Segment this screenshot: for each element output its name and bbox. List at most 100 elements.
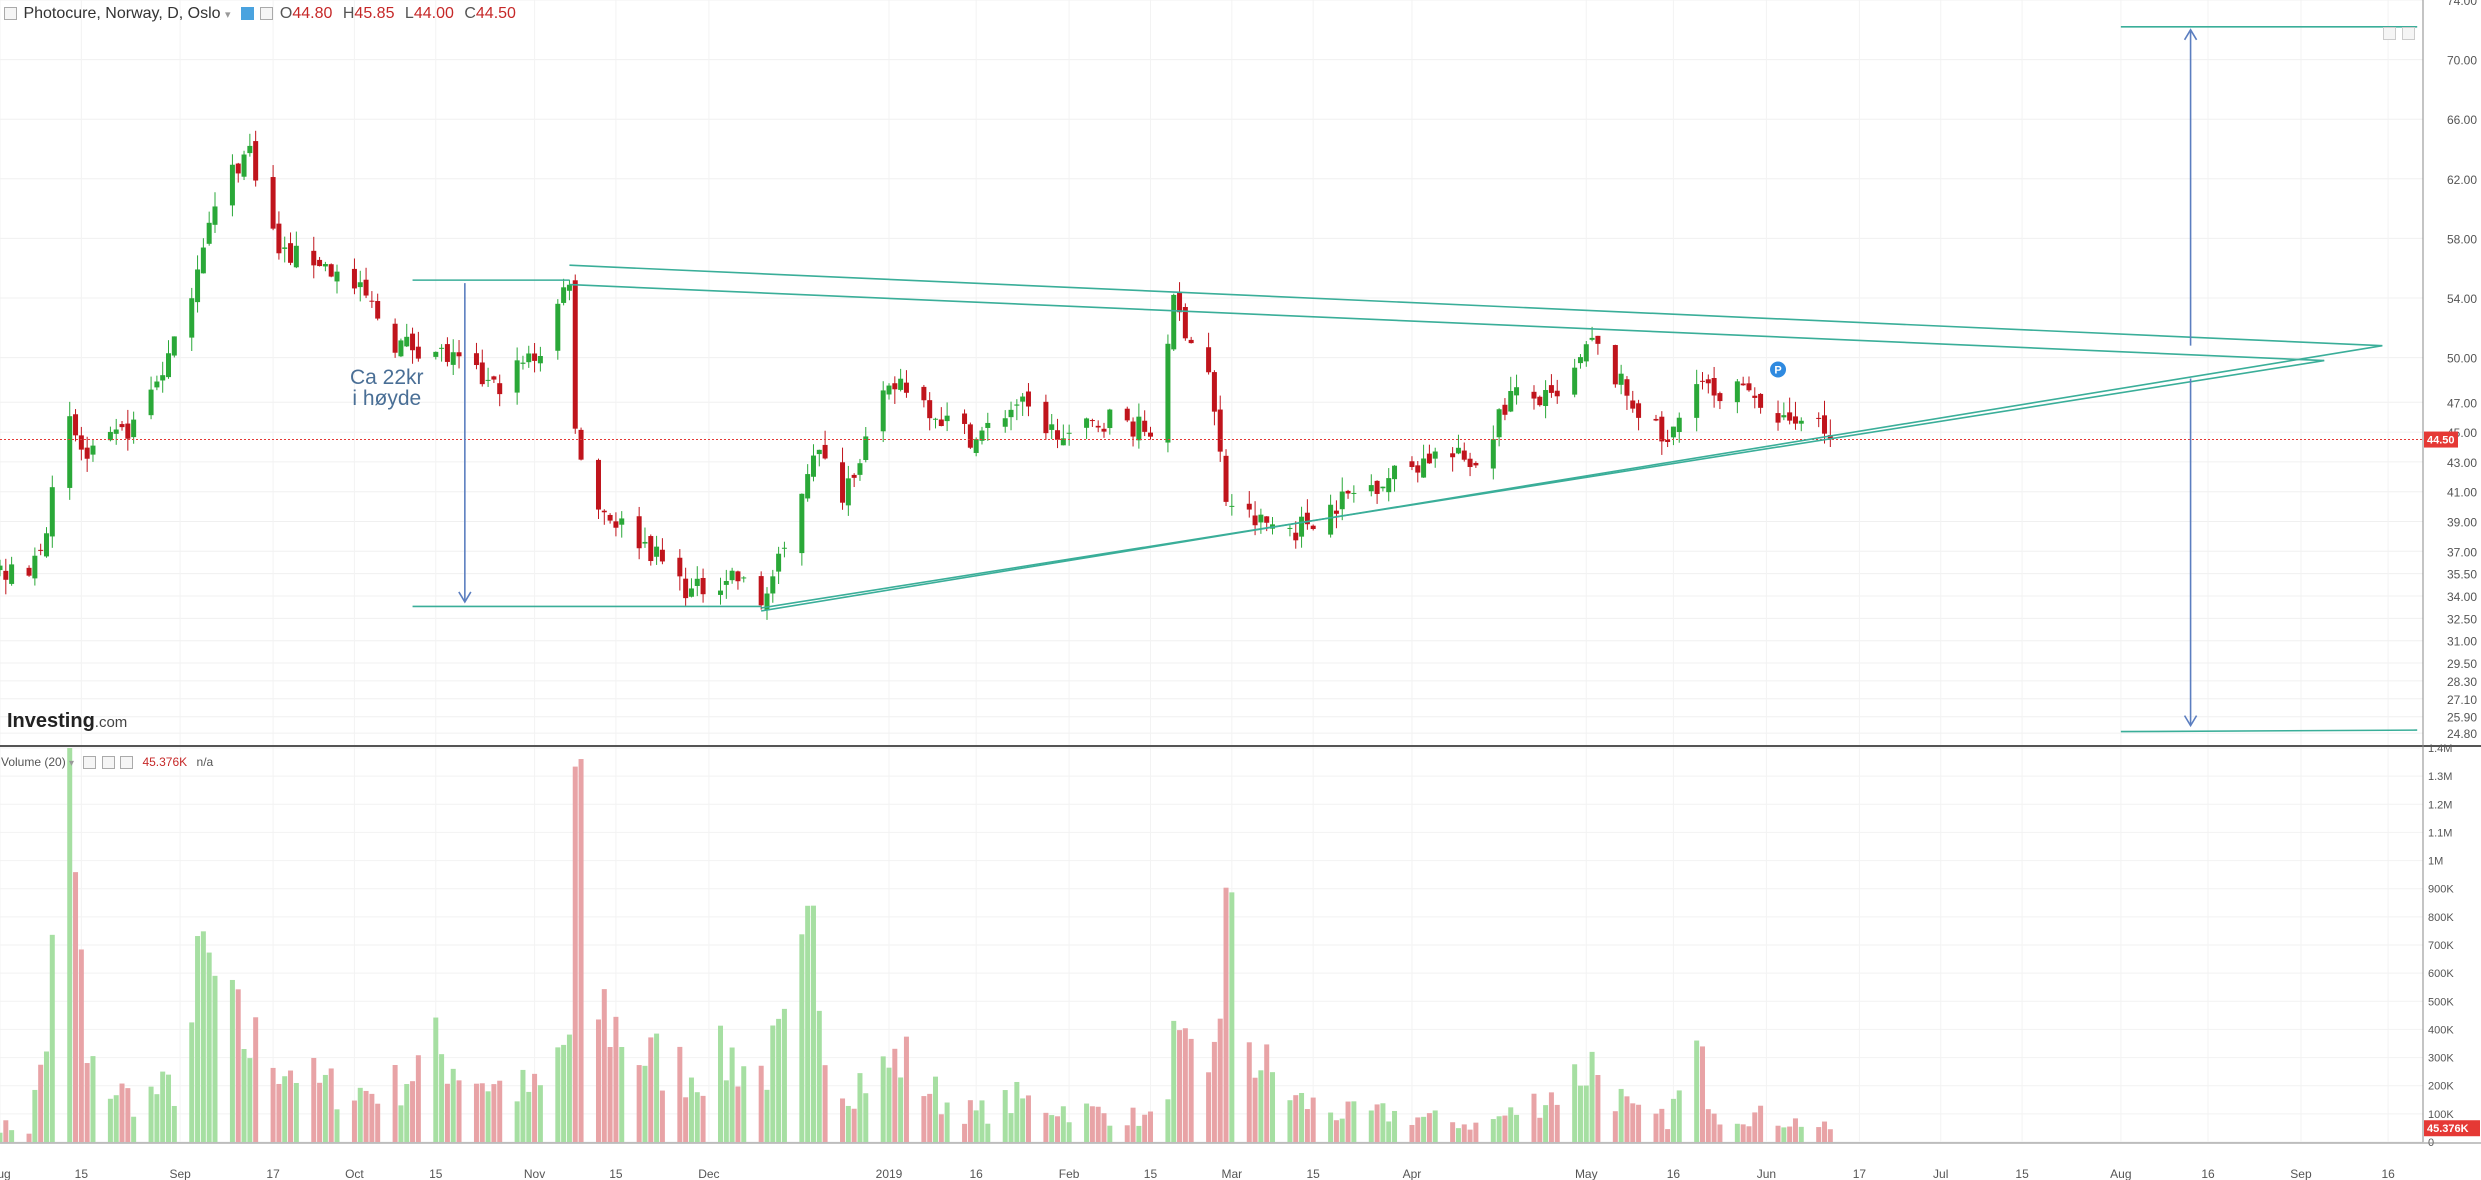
candle-body xyxy=(1206,347,1212,373)
volume-tick-label: 300K xyxy=(2428,1053,2454,1065)
volume-bar xyxy=(189,1022,195,1142)
time-tick-label: May xyxy=(1575,1167,1598,1180)
candle-body xyxy=(1043,401,1049,434)
volume-bar xyxy=(1589,1051,1595,1142)
volume-bar xyxy=(1060,1106,1066,1142)
restore-icon[interactable] xyxy=(2402,27,2416,41)
candle-body xyxy=(1084,418,1090,428)
annotation-line-1: Ca 22kr xyxy=(350,366,424,389)
volume-bar xyxy=(276,1083,282,1142)
volume-bar xyxy=(1380,1103,1386,1142)
volume-bar xyxy=(1136,1125,1142,1142)
candle-body xyxy=(863,436,869,460)
volume-bar xyxy=(1502,1115,1508,1142)
dropdown-icon[interactable]: ▾ xyxy=(69,758,75,769)
close-icon[interactable] xyxy=(120,756,134,770)
time-tick-label: Jul xyxy=(1933,1167,1948,1180)
volume-bar xyxy=(1577,1085,1583,1142)
volume-bar xyxy=(1531,1093,1537,1142)
volume-tick-label: 1M xyxy=(2428,856,2443,868)
candle-body xyxy=(613,521,619,528)
volume-bar xyxy=(700,1095,706,1142)
candle-body xyxy=(1450,453,1456,458)
candle-body xyxy=(1595,335,1601,344)
time-tick-label: 15 xyxy=(75,1167,89,1180)
volume-bar xyxy=(781,1008,787,1142)
candle-body xyxy=(572,280,578,429)
candle-body xyxy=(723,580,729,585)
height-arrow-head xyxy=(458,591,472,604)
candle-body xyxy=(1165,343,1171,443)
candle-body xyxy=(1490,439,1496,469)
volume-bar xyxy=(450,1068,456,1142)
candle-body xyxy=(1421,458,1427,478)
volume-bar xyxy=(1792,1118,1798,1142)
volume-bar xyxy=(1630,1103,1636,1142)
volume-bar xyxy=(293,1082,299,1142)
close-icon[interactable] xyxy=(260,7,274,21)
high-value: H45.85 xyxy=(342,5,395,22)
candle-body xyxy=(450,352,456,365)
volume-bar xyxy=(799,934,805,1142)
candle-body xyxy=(1548,385,1554,393)
volume-bar xyxy=(241,1049,247,1142)
candle-body xyxy=(1467,458,1473,468)
candle-body xyxy=(886,385,892,395)
candle-body xyxy=(1473,462,1479,466)
eye-icon[interactable] xyxy=(101,756,115,770)
volume-bar xyxy=(1548,1092,1554,1142)
price-tick-label: 74.00 xyxy=(2447,0,2477,8)
volume-bar xyxy=(1787,1126,1793,1142)
volume-bar xyxy=(113,1095,119,1142)
candle-body xyxy=(235,163,241,174)
candle-body xyxy=(1055,430,1061,440)
volume-bar xyxy=(288,1070,294,1142)
candle-body xyxy=(1577,357,1583,364)
volume-bar xyxy=(1734,1123,1740,1142)
candle-body xyxy=(1014,404,1020,406)
volume-bar xyxy=(1543,1105,1549,1142)
settings-icon[interactable] xyxy=(241,7,254,21)
candle-body xyxy=(1008,409,1014,418)
logo-brand: Investing xyxy=(7,710,95,732)
candle-body xyxy=(171,336,177,356)
volume-bar xyxy=(1415,1117,1421,1142)
volume-bar xyxy=(32,1089,38,1142)
event-marker-icon[interactable] xyxy=(1770,361,1787,378)
volume-bar xyxy=(1392,1110,1398,1142)
volume-bar xyxy=(938,1114,944,1142)
volume-bar xyxy=(1339,1118,1345,1142)
minus-box-icon[interactable] xyxy=(4,7,17,21)
candle-body xyxy=(822,444,828,459)
volume-bar xyxy=(694,1092,700,1142)
maximize-icon[interactable] xyxy=(2383,27,2396,41)
candle-body xyxy=(410,333,416,351)
candle-body xyxy=(1177,292,1183,313)
candle-body xyxy=(1310,525,1316,529)
volume-bar xyxy=(206,952,212,1142)
upper-trendline-inner xyxy=(569,283,2325,362)
candle-body xyxy=(845,478,851,506)
volume-bar xyxy=(764,1089,770,1142)
candle-body xyxy=(189,298,195,338)
time-tick-label: Sep xyxy=(2290,1167,2312,1180)
volume-bar xyxy=(1711,1113,1717,1142)
candle-body xyxy=(375,301,381,319)
candle-body xyxy=(683,578,689,599)
dropdown-icon[interactable]: ▾ xyxy=(225,9,231,21)
settings-icon[interactable] xyxy=(83,756,97,770)
low-value: L44.00 xyxy=(404,5,454,22)
volume-bar xyxy=(816,1010,822,1142)
volume-bar xyxy=(1177,1030,1183,1142)
candle-body xyxy=(49,487,55,537)
candle-body xyxy=(485,379,491,381)
event-marker-label: P xyxy=(1774,365,1781,377)
volume-bar xyxy=(985,1123,991,1142)
candle-body xyxy=(537,356,543,364)
volume-bar xyxy=(1287,1100,1293,1142)
price-tick-label: 24.80 xyxy=(2447,727,2477,741)
volume-bar xyxy=(398,1105,404,1142)
candle-body xyxy=(43,533,49,557)
volume-bar xyxy=(822,1065,828,1142)
